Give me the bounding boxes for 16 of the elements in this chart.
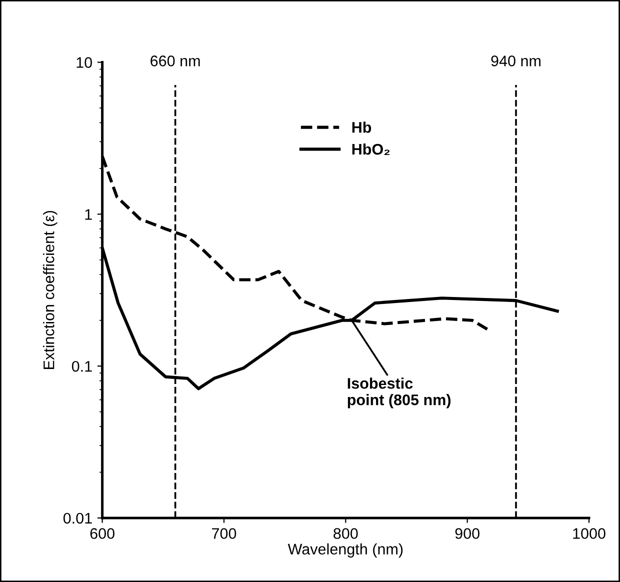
y-tick-label: 10 (76, 57, 92, 68)
x-tick-label: 1000 (573, 528, 606, 539)
legend-label: HbO₂ (352, 143, 390, 156)
ref-line-label: 940 nm (491, 56, 540, 66)
y-axis-title: Extinction coefficient (ε) (43, 210, 58, 369)
x-tick-label: 700 (212, 528, 236, 539)
x-tick-label: 600 (90, 528, 114, 539)
y-tick-label: 0.1 (72, 360, 92, 372)
legend-label: Hb (352, 122, 372, 133)
x-tick-label: 900 (455, 528, 480, 539)
ref-line-label: 660 nm (150, 56, 200, 66)
x-axis-title: Wavelength (nm) (288, 543, 403, 558)
y-tick-label: 1 (85, 209, 92, 220)
x-tick-label: 800 (334, 528, 358, 539)
y-tick-label: 0.01 (63, 512, 92, 524)
annotation: Isobestic point (805 nm) (348, 378, 451, 408)
